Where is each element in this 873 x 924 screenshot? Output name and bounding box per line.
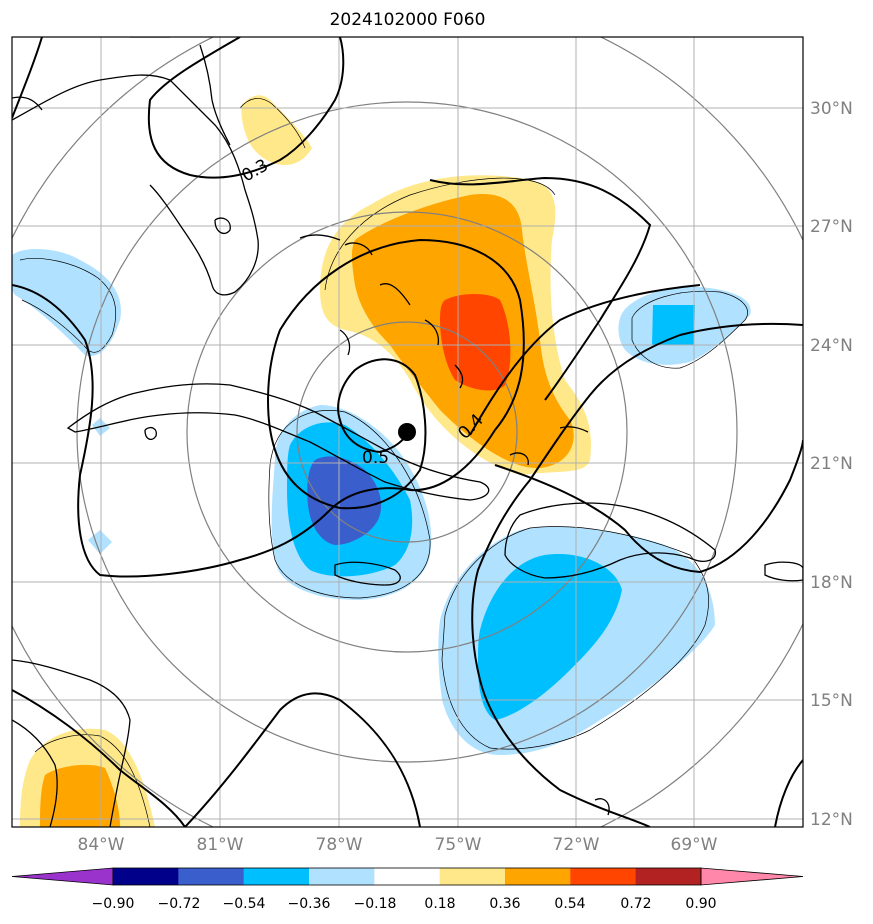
negative-anomaly-region [478,554,622,720]
colorbar-segment [635,868,702,885]
colorbar-tick-label: −0.36 [288,896,331,912]
latitude-labels: 30°N 27°N 24°N 21°N 18°N 15°N 12°N [810,99,853,830]
colorbar-labels: −0.90 −0.72 −0.54 −0.36 −0.18 0.18 0.36 … [92,896,717,912]
map-title: 2024102000 F060 [329,10,486,30]
thin-contour-lines [19,98,748,827]
graticule [12,37,803,827]
lon-label: 78°W [316,835,363,855]
colorbar-tick-label: −0.18 [354,896,397,912]
colorbar-tick-label: 0.18 [424,896,455,912]
colorbar-tick-label: 0.36 [489,896,520,912]
lat-label: 27°N [810,217,853,237]
lon-label: 72°W [553,835,600,855]
colorbar-segment [178,868,245,885]
colorbar-tick-label: 0.90 [685,896,716,912]
plot-frame [11,36,804,828]
colorbar-segment [570,868,637,885]
coastlines [12,37,803,827]
colorbar-tick-label: −0.90 [92,896,135,912]
colorbar-extend-high [700,867,804,886]
negative-anomaly-region [652,305,695,345]
colorbar-segment [243,868,310,885]
colorbar-extend-low [11,867,114,886]
colorbar-segment [113,868,179,885]
lat-label: 15°N [810,691,853,711]
colorbar-segment [505,868,571,885]
lon-label: 81°W [197,835,244,855]
lat-label: 24°N [810,336,853,356]
colorbar-frame [112,867,702,886]
thick-contour-lines [12,37,803,827]
lat-label: 12°N [810,810,853,830]
storm-center-marker [398,423,416,441]
colorbar-tick-label: 0.72 [620,896,651,912]
contour-label: 0.5 [362,448,389,468]
colorbar-segment [374,868,441,885]
lat-label: 21°N [810,454,853,474]
longitude-labels: 84°W 81°W 78°W 75°W 72°W 69°W [78,835,718,855]
positive-anomaly-region [241,95,312,165]
colorbar-tick-label: 0.54 [554,896,585,912]
colorbar-tick-label: −0.54 [223,896,266,912]
negative-anomaly-region [307,456,382,545]
positive-anomaly-region [40,764,120,827]
lat-label: 30°N [810,99,853,119]
colorbar-tick-label: −0.72 [158,896,201,912]
colorbar-segment [309,868,375,885]
lon-label: 84°W [78,835,125,855]
map-plot-area [12,37,803,827]
lon-label: 75°W [435,835,482,855]
colorbar-segment [439,868,506,885]
lat-label: 18°N [810,573,853,593]
colorbar [11,867,804,886]
lon-label: 69°W [671,835,718,855]
